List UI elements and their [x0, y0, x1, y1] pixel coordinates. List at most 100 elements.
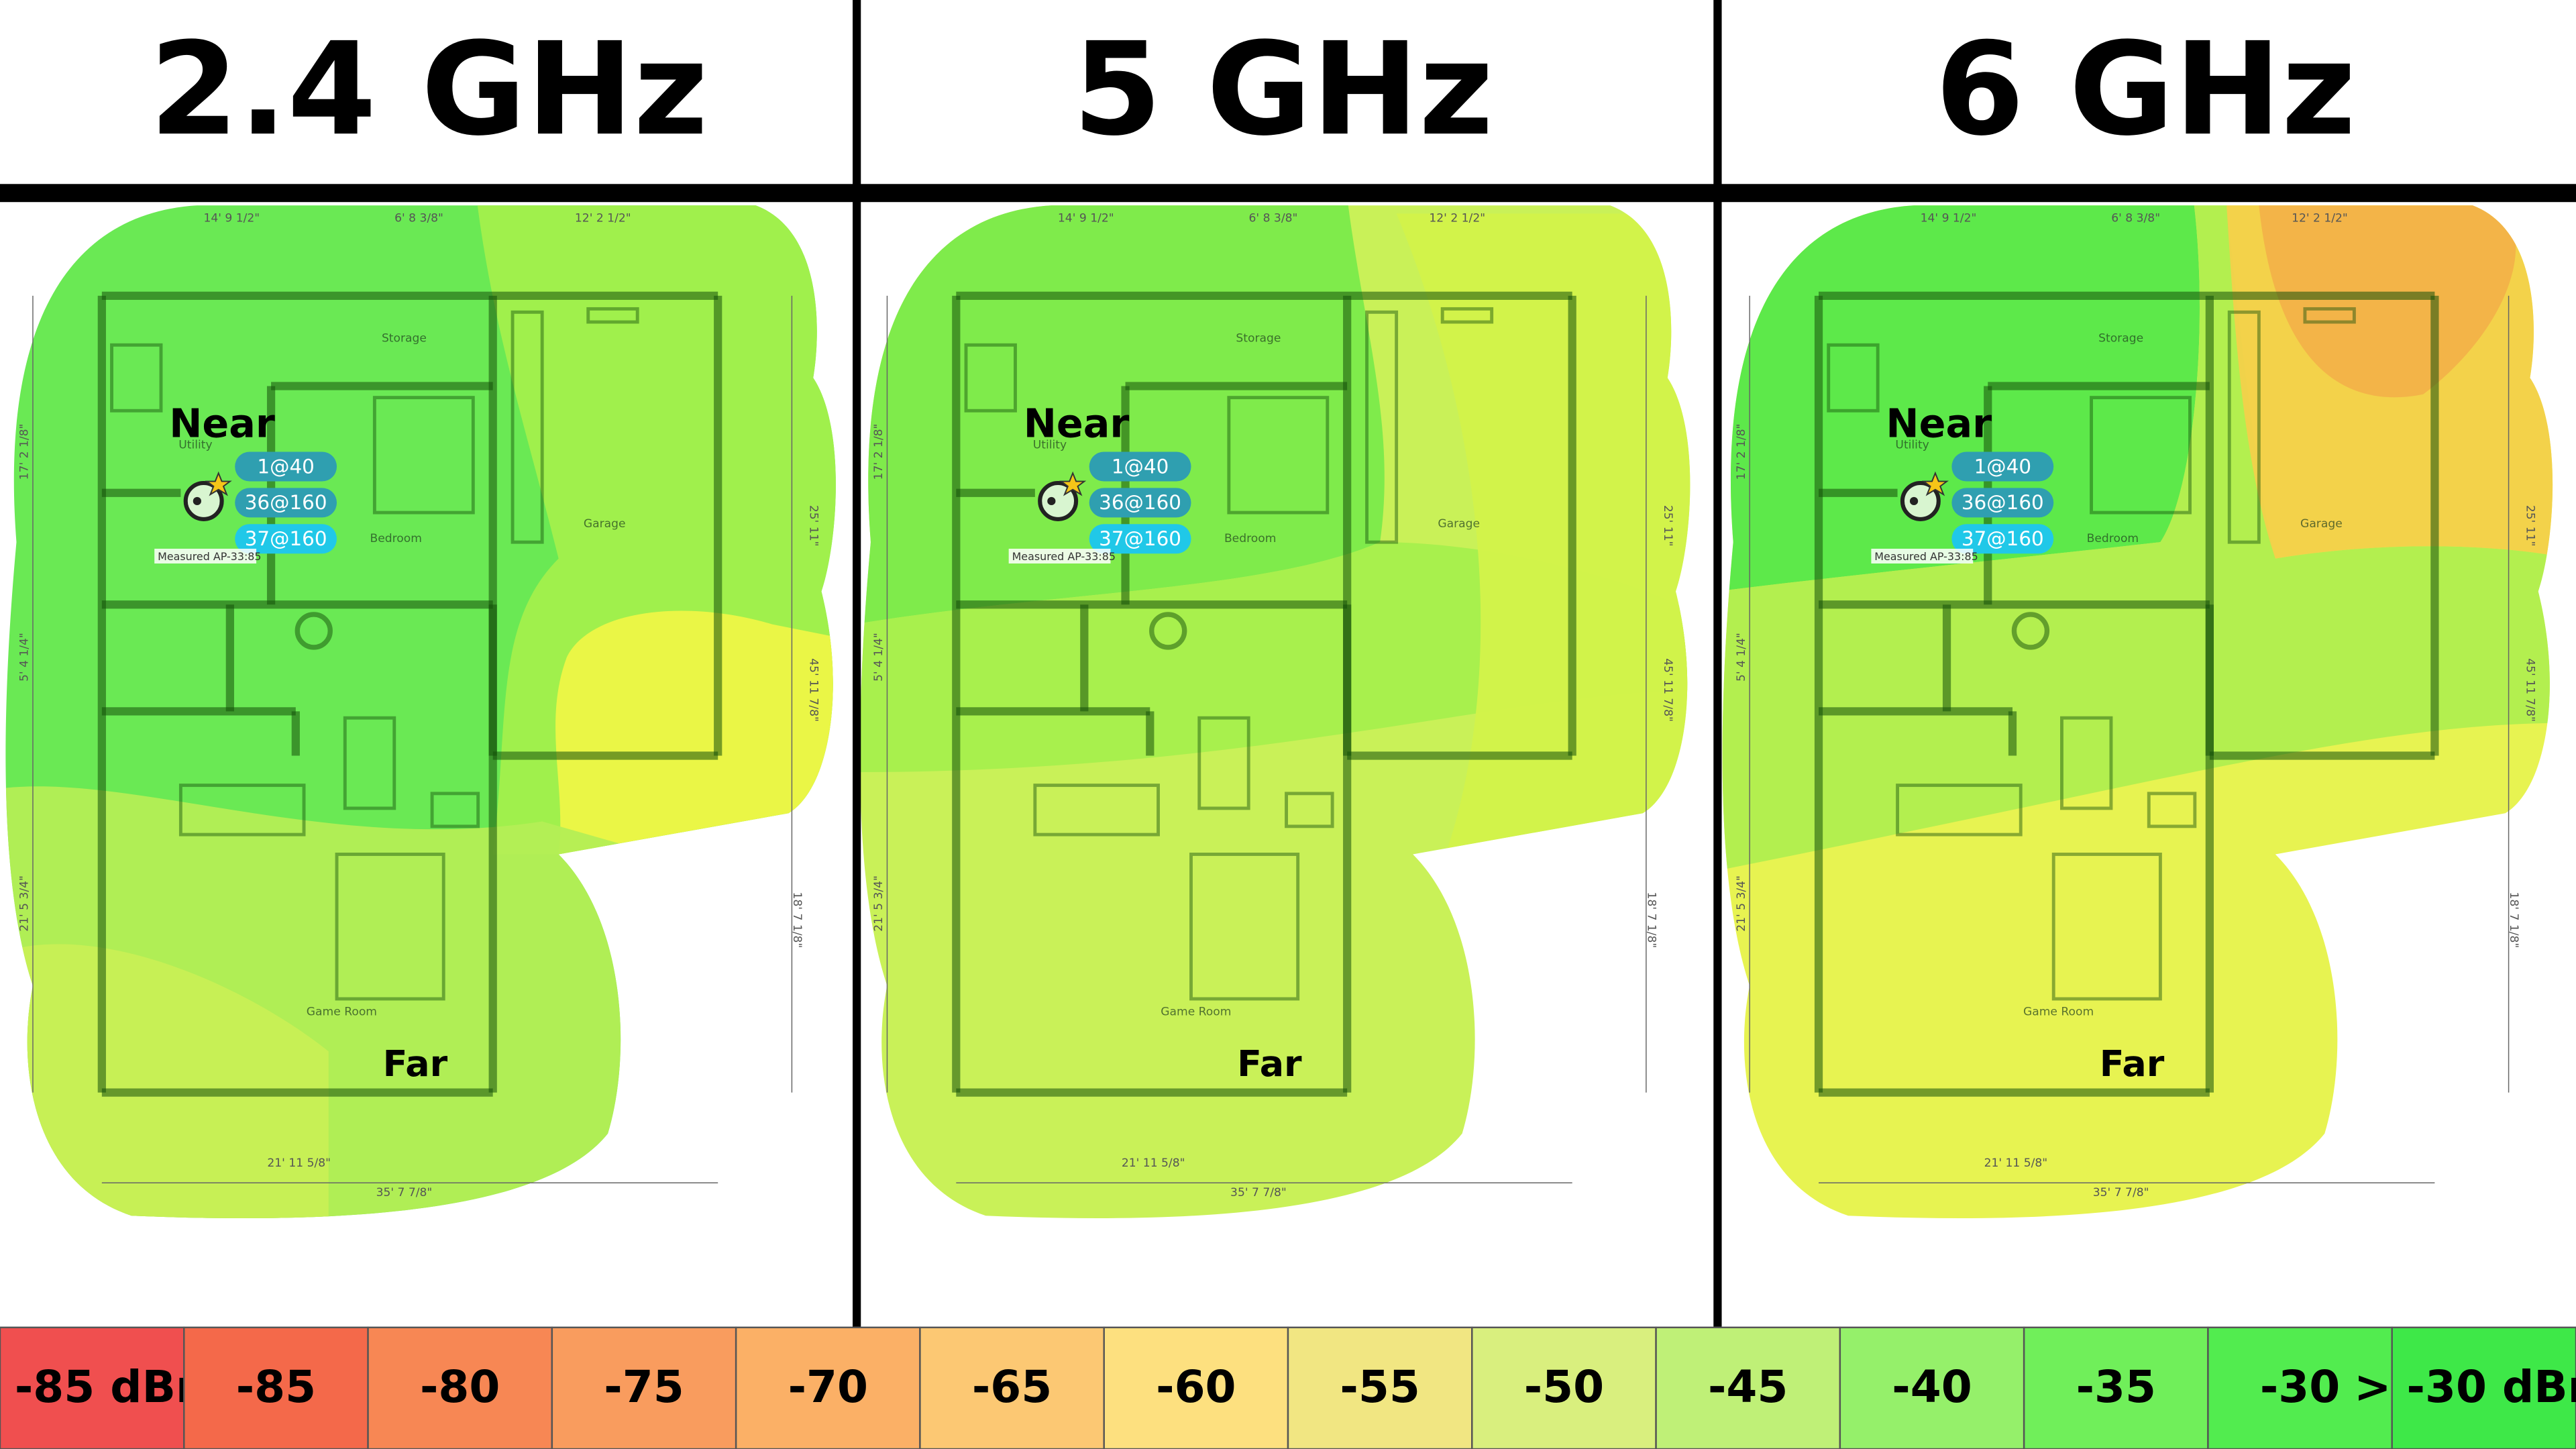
near-label: Near — [169, 400, 275, 446]
legend-label: -35 — [2076, 1361, 2156, 1413]
dimension-label: 17' 2 1/8" — [872, 424, 885, 480]
ap-caption-bg — [154, 548, 257, 564]
furniture — [2147, 792, 2197, 828]
furniture — [372, 396, 475, 515]
panel-divider — [1713, 0, 1722, 1328]
ap-tag — [235, 488, 337, 518]
ap-caption: Measured AP-33:85 — [1874, 550, 1978, 563]
dimension-label: 35' 7 7/8" — [2093, 1186, 2149, 1199]
ap-tag-label: 37@160 — [1099, 527, 1181, 550]
dimension-label: 14' 9 1/2" — [1921, 212, 1977, 225]
legend-label: -70 — [788, 1361, 868, 1413]
floorplan: Storage Utility Bedroom Garage Game Room 14' … — [1735, 212, 2537, 1199]
legend: < -85 dBm-85-80-75-70-65-60-55-50-45-40-… — [0, 1326, 2576, 1449]
dimension-label: 21' 5 3/4" — [18, 875, 32, 932]
far-label: Far — [2100, 1042, 2165, 1085]
legend-label: -65 — [972, 1361, 1052, 1413]
room-label: Game Room — [2023, 1005, 2094, 1018]
dimension-label: 12' 2 1/2" — [575, 212, 631, 225]
dimension-label: 12' 2 1/2" — [2292, 212, 2348, 225]
ap-icon-dot — [193, 496, 201, 506]
legend-label: > -30 dBm — [2354, 1361, 2576, 1413]
far-label: Far — [1237, 1042, 1302, 1085]
furniture — [343, 716, 396, 810]
furniture — [110, 343, 163, 413]
room-label: Game Room — [1161, 1005, 1231, 1018]
legend-label: -75 — [604, 1361, 684, 1413]
furniture — [2051, 853, 2162, 1001]
ap-tag-label: 37@160 — [245, 527, 327, 550]
ap-caption-bg — [1871, 548, 1974, 564]
dimension-label: 21' 11 5/8" — [1984, 1157, 2048, 1170]
near-label: Near — [1886, 400, 1992, 446]
room-label: Storage — [2098, 331, 2143, 345]
furniture — [1227, 396, 1330, 515]
floorplan: Storage Utility Bedroom Garage Game Room 14' … — [18, 212, 820, 1199]
panels: 2.4 GHz Storage Utility Bedroom Garage Game R… — [5, 15, 2553, 1218]
dimension-label: 21' 11 5/8" — [1122, 1157, 1185, 1170]
heat-region — [555, 610, 836, 855]
ap-tag-label: 36@160 — [245, 491, 327, 514]
legend-swatch — [2391, 1326, 2576, 1449]
heat-region — [1396, 213, 1690, 855]
dimension-label: 35' 7 7/8" — [1230, 1186, 1287, 1199]
room-label: Storage — [1236, 331, 1281, 345]
room-label: Storage — [382, 331, 427, 345]
ap-tag — [235, 524, 337, 554]
ap-caption: Measured AP-33:85 — [1012, 550, 1116, 563]
furniture — [1033, 784, 1160, 837]
legend-swatch — [183, 1326, 369, 1449]
furniture — [1440, 307, 1494, 324]
dimension-label: 45' 11 7/8" — [806, 658, 820, 722]
furniture — [1365, 310, 1399, 544]
dimension-label: 25' 11" — [1661, 505, 1674, 547]
legend-swatch — [1655, 1326, 1841, 1449]
furniture — [1197, 716, 1250, 810]
dimension-label: 5' 4 1/4" — [1735, 633, 1748, 682]
furniture — [964, 343, 1017, 413]
furniture — [586, 307, 639, 324]
legend-swatch — [1839, 1326, 2025, 1449]
furniture — [178, 784, 306, 837]
panel-title: 5 GHz — [1073, 15, 1493, 164]
room-label: Game Room — [307, 1005, 377, 1018]
ap-tag — [1951, 451, 2054, 482]
legend-label: -45 — [1708, 1361, 1788, 1413]
furniture — [335, 853, 445, 1001]
ap-tag-label: 1@40 — [1974, 455, 2031, 478]
furniture — [1896, 784, 2023, 837]
far-label: Far — [383, 1042, 448, 1085]
heat-region — [1722, 205, 2553, 871]
legend-label: -55 — [1340, 1361, 1419, 1413]
room-label: Garage — [2300, 517, 2343, 531]
furniture — [2303, 307, 2356, 324]
heat-region — [859, 205, 1385, 625]
dimension-label: 14' 9 1/2" — [1058, 212, 1114, 225]
ap-tag-label: 1@40 — [1112, 455, 1169, 478]
floorplan: Storage Utility Bedroom Garage Game Room 14' … — [872, 212, 1674, 1199]
dimension-label: 18' 7 1/8" — [2507, 892, 2520, 949]
dimension-label: 12' 2 1/2" — [1429, 212, 1485, 225]
furniture — [2090, 396, 2192, 515]
furniture — [1189, 853, 1300, 1001]
ap-tag — [1951, 524, 2054, 554]
heat-region — [2259, 205, 2516, 398]
ap-caption-bg — [1008, 548, 1111, 564]
near-label: Near — [1024, 400, 1130, 446]
legend-swatch — [1103, 1326, 1289, 1449]
heatmap-panel: Storage Utility Bedroom Garage Game Room 14' … — [859, 205, 1690, 1218]
ap-tag — [235, 451, 337, 482]
furniture — [511, 310, 544, 544]
furniture — [2060, 716, 2113, 810]
ap-tag — [1089, 451, 1191, 482]
ap-caption: Measured AP-33:85 — [158, 550, 261, 563]
furniture — [1285, 792, 1334, 828]
furniture — [1827, 343, 1880, 413]
legend-label: -40 — [1892, 1361, 1972, 1413]
room-label: Garage — [1438, 517, 1480, 531]
fixture — [1149, 612, 1187, 650]
legend-label: -60 — [1156, 1361, 1236, 1413]
room-label: Garage — [584, 517, 626, 531]
